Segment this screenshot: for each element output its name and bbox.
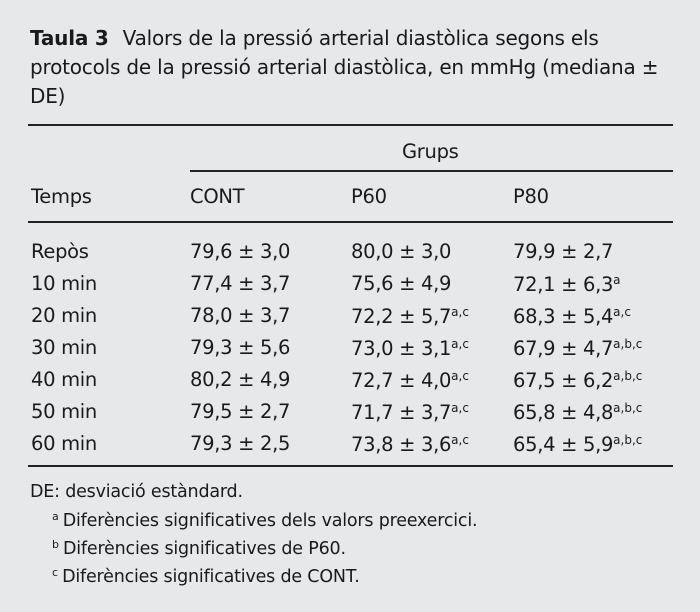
footnote-text: Diferències significatives de P60.	[62, 539, 346, 559]
cell-value: 67,9 ± 4,7	[513, 337, 614, 360]
footnote-text: Diferències significatives de CONT.	[62, 567, 360, 587]
header-rule	[28, 221, 673, 223]
footnote-mark: c	[52, 566, 59, 579]
cell-value: 67,5 ± 6,2	[513, 369, 614, 392]
footnote: b Diferències significatives de P60.	[52, 538, 346, 559]
significance-marks: a,c	[451, 369, 469, 383]
cell-value: 73,0 ± 3,1	[351, 337, 452, 360]
cell-value: 73,8 ± 3,6	[351, 433, 452, 456]
cell-value: 65,8 ± 4,8	[513, 401, 614, 424]
cell-value: 72,7 ± 4,0	[351, 369, 452, 392]
cell-value: 79,6 ± 3,0	[190, 240, 291, 263]
table-cell: 71,7 ± 3,7a,c	[351, 402, 469, 423]
table-cell: 72,7 ± 4,0a,c	[351, 370, 469, 391]
significance-marks: a,b,c	[613, 401, 643, 415]
table-cell: 68,3 ± 5,4a,c	[513, 306, 631, 327]
significance-marks: a,b,c	[613, 337, 643, 351]
significance-marks: a,c	[613, 305, 631, 319]
table-cell: 79,3 ± 2,5	[190, 434, 290, 454]
group-rule	[190, 170, 673, 172]
cell-value: 68,3 ± 5,4	[513, 305, 614, 328]
col-header-p60: P60	[351, 185, 387, 208]
footnote: c Diferències significatives de CONT.	[52, 566, 360, 587]
table-cell: 78,0 ± 3,7	[190, 306, 290, 326]
significance-marks: a,c	[451, 433, 469, 447]
footnote-text: Diferències significatives dels valors p…	[62, 511, 478, 531]
table-cell: 79,3 ± 5,6	[190, 338, 290, 358]
row-time: 40 min	[31, 368, 97, 391]
cell-value: 79,5 ± 2,7	[190, 400, 291, 423]
table-cell: 80,2 ± 4,9	[190, 370, 290, 390]
table-cell: 65,8 ± 4,8a,b,c	[513, 402, 642, 423]
significance-marks: a	[613, 273, 621, 287]
significance-marks: a,c	[451, 401, 469, 415]
table-cell: 67,5 ± 6,2a,b,c	[513, 370, 642, 391]
cell-value: 72,2 ± 5,7	[351, 305, 452, 328]
table-cell: 65,4 ± 5,9a,b,c	[513, 434, 642, 455]
table-cell: 72,2 ± 5,7a,c	[351, 306, 469, 327]
col-header-p80: P80	[513, 185, 549, 208]
table-cell: 73,8 ± 3,6a,c	[351, 434, 469, 455]
bottom-rule	[28, 465, 673, 467]
significance-marks: a,b,c	[613, 433, 643, 447]
table-cell: 79,6 ± 3,0	[190, 242, 290, 262]
cell-value: 75,6 ± 4,9	[351, 272, 452, 295]
table-cell: 75,6 ± 4,9	[351, 274, 451, 294]
group-header: Grups	[402, 140, 459, 163]
row-time: 30 min	[31, 336, 97, 359]
caption-label: Taula 3	[30, 26, 109, 50]
row-time: 20 min	[31, 304, 97, 327]
caption-text: Valors de la pressió arterial diastòlica…	[30, 26, 659, 108]
significance-marks: a,c	[451, 305, 469, 319]
cell-value: 71,7 ± 3,7	[351, 401, 452, 424]
row-time: 60 min	[31, 432, 97, 455]
cell-value: 79,9 ± 2,7	[513, 240, 614, 263]
row-time: 50 min	[31, 400, 97, 423]
cell-value: 65,4 ± 5,9	[513, 433, 614, 456]
col-header-cont: CONT	[190, 185, 245, 208]
table-cell: 67,9 ± 4,7a,b,c	[513, 338, 642, 359]
footnote: a Diferències significatives dels valors …	[52, 510, 478, 531]
cell-value: 79,3 ± 2,5	[190, 432, 291, 455]
cell-value: 77,4 ± 3,7	[190, 272, 291, 295]
table-cell: 80,0 ± 3,0	[351, 242, 451, 262]
row-time: 10 min	[31, 272, 97, 295]
cell-value: 80,0 ± 3,0	[351, 240, 452, 263]
significance-marks: a,c	[451, 337, 469, 351]
col-header-temps: Temps	[31, 185, 92, 208]
table-cell: 79,9 ± 2,7	[513, 242, 613, 262]
table-cell: 72,1 ± 6,3a	[513, 274, 621, 295]
table-cell: 79,5 ± 2,7	[190, 402, 290, 422]
table-cell: 77,4 ± 3,7	[190, 274, 290, 294]
footnote-mark: a	[52, 510, 59, 523]
cell-value: 80,2 ± 4,9	[190, 368, 291, 391]
row-time: Repòs	[31, 240, 89, 263]
significance-marks: a,b,c	[613, 369, 643, 383]
footnote-abbrev: DE: desviació estàndard.	[30, 482, 243, 502]
cell-value: 79,3 ± 5,6	[190, 336, 291, 359]
cell-value: 78,0 ± 3,7	[190, 304, 291, 327]
top-rule	[28, 124, 673, 126]
cell-value: 72,1 ± 6,3	[513, 273, 614, 296]
footnote-mark: b	[52, 538, 59, 551]
table-caption: Taula 3 Valors de la pressió arterial dia…	[30, 24, 675, 111]
table-cell: 73,0 ± 3,1a,c	[351, 338, 469, 359]
